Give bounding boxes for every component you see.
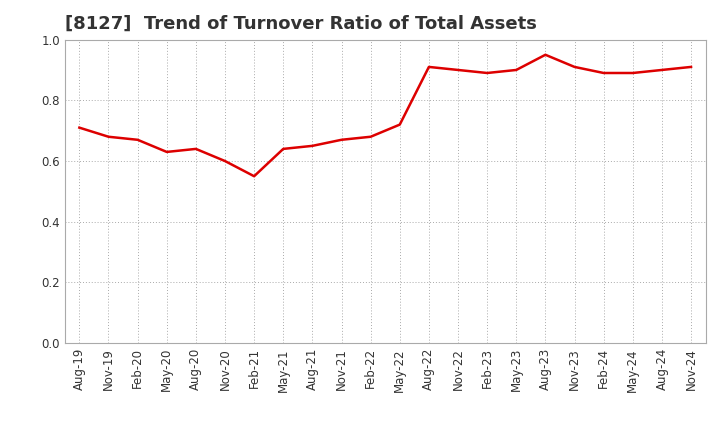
Text: [8127]  Trend of Turnover Ratio of Total Assets: [8127] Trend of Turnover Ratio of Total … [65, 15, 536, 33]
